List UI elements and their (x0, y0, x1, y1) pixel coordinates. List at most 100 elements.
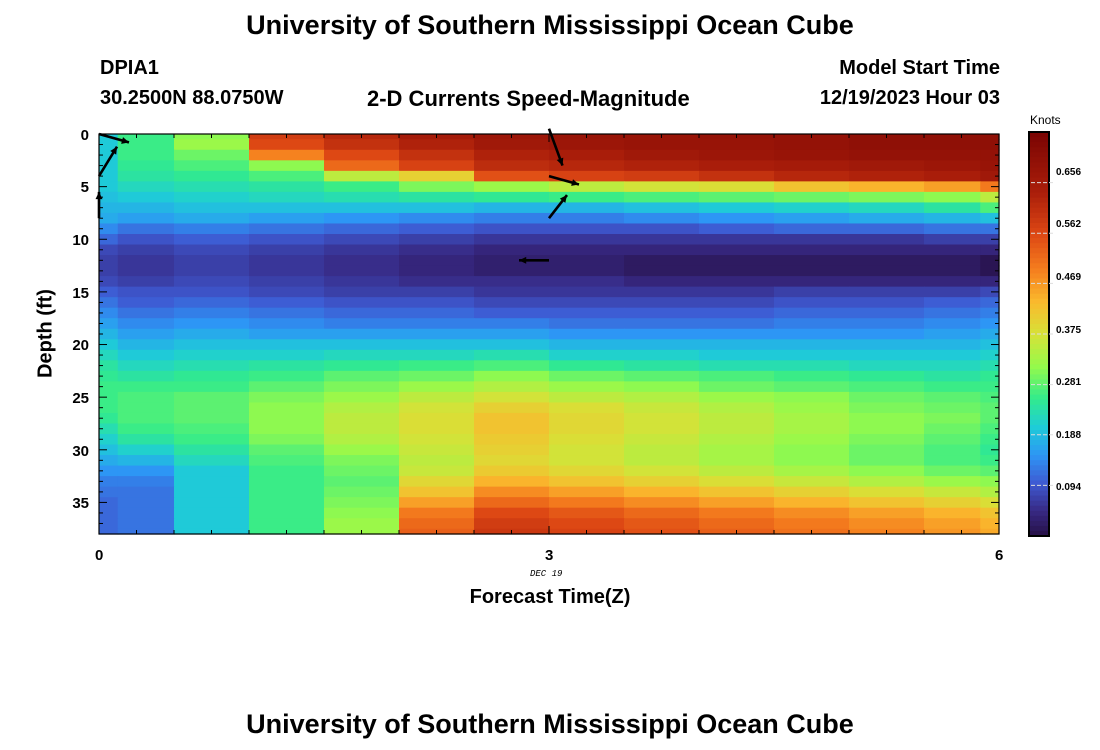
heatmap-cell (549, 265, 625, 277)
heatmap-cell (174, 255, 250, 267)
colorbar-segment (1029, 197, 1049, 204)
colorbar-segment (1029, 339, 1049, 345)
colorbar-segment (1029, 419, 1049, 426)
heatmap-cell (324, 328, 400, 340)
colorbar-segment (1029, 328, 1049, 335)
heatmap-cell (699, 465, 775, 477)
heatmap-cell (774, 170, 850, 182)
heatmap-cell (980, 307, 1000, 319)
heatmap-cell (924, 455, 981, 467)
heatmap-cell (174, 307, 250, 319)
heatmap-cell (249, 318, 325, 330)
heatmap-cell (117, 265, 175, 277)
heatmap-cell (774, 202, 850, 214)
heatmap-cell (174, 391, 250, 404)
heatmap-cell (174, 486, 250, 498)
heatmap-cell (549, 412, 625, 425)
heatmap-cell (849, 181, 925, 193)
colorbar-segment (1029, 268, 1049, 274)
heatmap-cell (849, 434, 925, 446)
heatmap-cell (549, 486, 625, 498)
colorbar-segment (1029, 510, 1049, 517)
heatmap-cell (399, 444, 475, 456)
x-tick-label: 0 (95, 547, 104, 564)
heatmap-cell (980, 286, 1000, 298)
colorbar-segment (1029, 187, 1049, 194)
heatmap-cell (99, 181, 119, 193)
colorbar-segment (1029, 525, 1049, 532)
heatmap-cell (924, 234, 981, 246)
colorbar-segment (1029, 248, 1049, 254)
heatmap-cell (174, 444, 250, 456)
heatmap-cell (399, 518, 475, 530)
heatmap-cell (849, 402, 925, 414)
heatmap-cell (249, 423, 325, 435)
heatmap-cell (174, 149, 250, 161)
heatmap-cell (249, 223, 325, 235)
colorbar-segment (1029, 172, 1049, 179)
colorbar-segment (1029, 227, 1049, 234)
heatmap-cell (549, 318, 625, 330)
heatmap-cell (474, 234, 550, 246)
y-tick-label: 0 (80, 127, 89, 144)
heatmap-cell (624, 391, 700, 404)
heatmap-cell (324, 518, 400, 530)
heatmap-cell (324, 297, 400, 309)
heatmap-cell (549, 434, 625, 446)
heatmap-cell (474, 139, 550, 151)
colorbar-segment (1029, 217, 1049, 224)
heatmap-cell (549, 339, 625, 351)
colorbar-segment (1029, 192, 1049, 199)
heatmap-cell (624, 476, 700, 488)
heatmap-cell (474, 297, 550, 309)
heatmap-cell (399, 191, 475, 204)
heatmap-cell (774, 339, 850, 351)
heatmap-cell (117, 349, 175, 361)
heatmap-cell (249, 518, 325, 530)
heatmap-cell (549, 223, 625, 235)
heatmap-cell (399, 181, 475, 193)
heatmap-cell (849, 349, 925, 361)
heatmap-cell (324, 497, 400, 509)
heatmap-cell (474, 476, 550, 488)
heatmap-cell (624, 339, 700, 351)
heatmap-cell (249, 360, 325, 372)
heatmap-cell (324, 465, 400, 477)
y-tick-label: 15 (72, 285, 89, 302)
heatmap-cell (549, 497, 625, 509)
heatmap-cell (99, 497, 119, 509)
colorbar-segment (1029, 374, 1049, 381)
heatmap-cell (774, 423, 850, 435)
heatmap-cell (924, 497, 981, 509)
colorbar-segment (1029, 344, 1049, 350)
heatmap-cell (324, 191, 400, 204)
heatmap-cell (249, 444, 325, 456)
heatmap-cell (549, 402, 625, 414)
heatmap-cell (324, 276, 400, 288)
heatmap-cell (174, 181, 250, 193)
heatmap-cell (774, 434, 850, 446)
heatmap-cell (924, 412, 981, 425)
heatmap-cell (624, 423, 700, 435)
heatmap-cell (849, 455, 925, 467)
heatmap-cell (474, 370, 550, 382)
heatmap-cell (117, 444, 175, 456)
heatmap-cell (849, 339, 925, 351)
colorbar-segment (1029, 455, 1049, 461)
heatmap-cell (474, 455, 550, 467)
colorbar-segment (1029, 222, 1049, 229)
heatmap-cell (549, 212, 625, 225)
heatmap-cell (699, 486, 775, 498)
heatmap-cell (774, 276, 850, 288)
heatmap-cell (774, 265, 850, 277)
colorbar-segment (1029, 515, 1049, 522)
heatmap-cell (849, 360, 925, 372)
heatmap-cell (99, 518, 119, 530)
heatmap-cell (474, 507, 550, 519)
heatmap-cell (324, 160, 400, 172)
colorbar-segment (1029, 167, 1049, 173)
heatmap-cell (624, 265, 700, 277)
heatmap-cell (474, 286, 550, 298)
heatmap-cell (549, 202, 625, 214)
heatmap-cell (924, 381, 981, 393)
